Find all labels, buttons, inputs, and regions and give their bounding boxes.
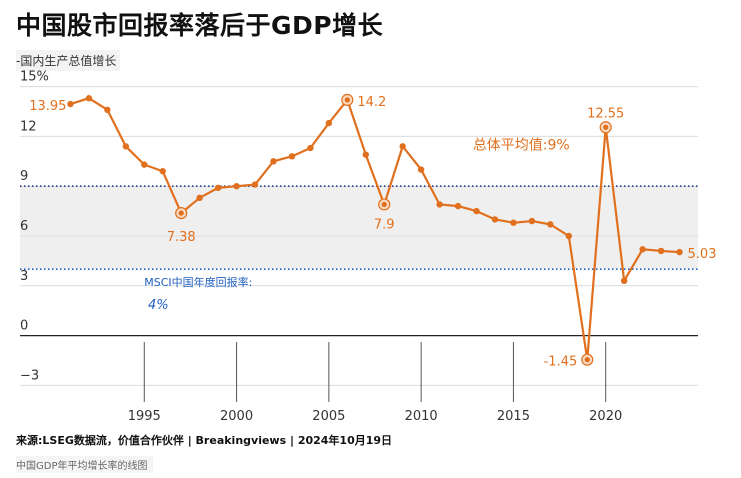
data-point xyxy=(417,166,425,173)
data-point xyxy=(141,161,148,168)
y-tick-label: 15% xyxy=(20,70,49,85)
data-label: 12.55 xyxy=(587,106,624,121)
y-tick-label: −3 xyxy=(20,368,39,383)
x-tick-label: 2010 xyxy=(405,409,438,420)
data-point xyxy=(436,201,443,208)
data-label: 7.38 xyxy=(167,230,196,245)
data-point xyxy=(381,201,387,208)
x-tick-label: 2000 xyxy=(220,409,253,420)
average-range-band xyxy=(20,186,698,270)
data-point xyxy=(233,183,240,190)
gdp-growth-series-line xyxy=(70,97,680,361)
data-point xyxy=(362,151,369,158)
data-point xyxy=(122,143,130,150)
y-tick-label: 0 xyxy=(20,319,28,334)
data-label: 5.03 xyxy=(688,247,717,262)
chart-subtitle: -国内生产总值增长 xyxy=(16,50,121,71)
x-tick-label: 2015 xyxy=(497,409,530,420)
y-tick-label: 12 xyxy=(20,119,37,134)
y-tick-label: 3 xyxy=(20,269,28,284)
data-point xyxy=(547,221,554,228)
data-point xyxy=(270,158,277,165)
average-annotation: 总体平均值:9% xyxy=(473,138,570,154)
data-label: 7.9 xyxy=(374,217,395,232)
y-tick-label: 6 xyxy=(20,219,28,234)
y-axis-ticks: 15% 12 9 6 3 0 −3 xyxy=(20,70,49,383)
data-point xyxy=(565,232,572,240)
data-point xyxy=(214,184,222,192)
data-point xyxy=(159,168,166,175)
data-point xyxy=(603,124,609,130)
data-point xyxy=(251,181,259,188)
data-point xyxy=(399,143,406,150)
data-point xyxy=(491,216,499,223)
data-point xyxy=(104,106,111,114)
data-label: -1.45 xyxy=(544,355,578,370)
series-layer xyxy=(67,93,683,366)
data-point xyxy=(85,95,93,102)
data-point xyxy=(344,97,350,103)
data-point xyxy=(307,144,314,152)
data-point xyxy=(584,357,590,363)
average-band-layer xyxy=(20,186,698,270)
data-labels-layer: 13.95 7.38 14.2 7.9 -1.45 12.55 5.03 xyxy=(29,95,716,370)
x-tick-label: 2020 xyxy=(589,409,622,420)
x-axis-ticks: 1995 2000 2005 2010 2015 2020 xyxy=(128,342,622,420)
msci-annotation: MSCI中国年度回报率: xyxy=(144,275,252,289)
data-label: 13.95 xyxy=(29,99,66,114)
chart-title: 中国股市回报率落后于GDP增长 xyxy=(16,11,384,40)
msci-value-annotation: 4% xyxy=(148,298,169,313)
y-tick-label: 9 xyxy=(20,169,28,184)
data-point xyxy=(67,100,74,108)
data-label: 14.2 xyxy=(357,95,386,110)
data-point xyxy=(510,219,517,226)
data-point xyxy=(620,277,628,285)
data-point xyxy=(454,202,462,210)
data-point xyxy=(676,248,683,256)
x-tick-label: 2005 xyxy=(312,409,345,420)
data-point xyxy=(639,246,646,253)
annotations-layer: 总体平均值:9% MSCI中国年度回报率: 4% xyxy=(144,138,569,313)
data-point xyxy=(657,247,665,255)
data-point xyxy=(325,119,333,127)
data-point xyxy=(473,207,480,215)
reference-lines-layer xyxy=(20,185,698,270)
x-tick-label: 1995 xyxy=(128,409,161,420)
gdp-line-chart: 15% 12 9 6 3 0 −3 1995 2000 2005 2010 2015 2020 13.… xyxy=(20,70,716,420)
data-point xyxy=(288,153,296,160)
data-point xyxy=(178,210,184,216)
data-point xyxy=(196,194,203,202)
data-point xyxy=(528,217,536,225)
chart-caption: 中国GDP年平均增长率的线图 xyxy=(16,456,154,473)
source-note: 来源:LSEG数据流，价值合作伙伴 | Breakingviews | 2024… xyxy=(16,434,393,447)
